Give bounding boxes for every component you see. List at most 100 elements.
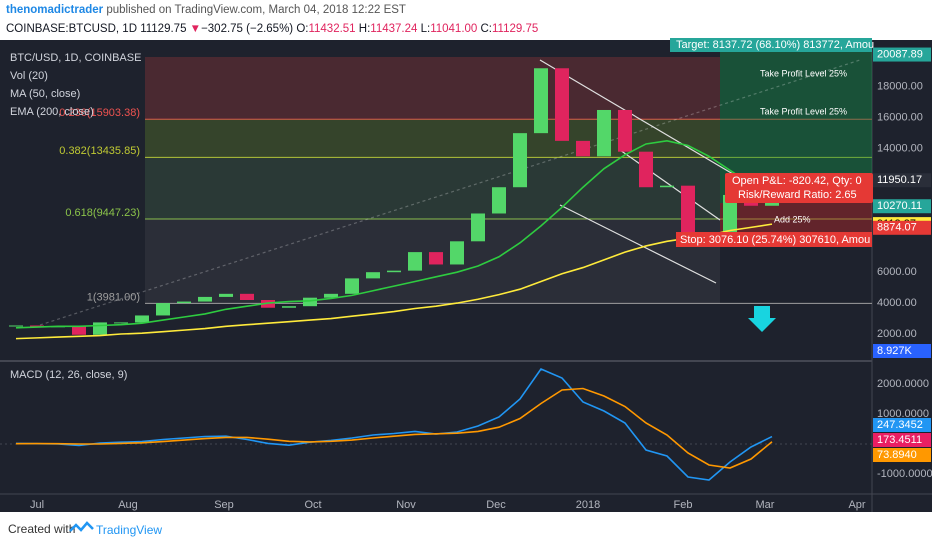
fib-band <box>145 57 720 120</box>
time-label: Oct <box>304 499 321 511</box>
candle <box>198 296 212 302</box>
legend-item: MA (50, close) <box>10 88 80 100</box>
target-label: Target: 8137.72 (68.10%) 813772, Amou <box>676 39 874 51</box>
candle <box>513 133 527 188</box>
candle <box>9 325 23 327</box>
candle <box>282 306 296 308</box>
author[interactable]: thenomadictrader <box>6 4 104 16</box>
candle <box>492 187 506 214</box>
indicator-line <box>15 387 773 469</box>
time-label: Mar <box>756 499 775 511</box>
candle <box>471 213 485 242</box>
macd-title: MACD (12, 26, close, 9) <box>10 369 127 381</box>
take-profit: Take Profit Level 25% <box>760 106 847 116</box>
candle <box>639 151 653 188</box>
candle <box>534 68 548 134</box>
candle <box>30 325 44 327</box>
candle <box>660 185 674 188</box>
candle <box>387 270 401 273</box>
fib-label: 0.618(9447.23) <box>65 207 140 219</box>
quote-part: O: <box>296 23 308 35</box>
stop-label: Stop: 3076.10 (25.74%) 307610, Amou <box>680 234 870 246</box>
candle <box>366 272 380 279</box>
add-label: Add 25% <box>774 214 811 224</box>
quote-part: 11129.75 <box>140 23 189 35</box>
quote-part: L: <box>421 23 431 35</box>
axis-label: 10270.11 <box>877 200 922 212</box>
fib-label: 0.236(15903.38) <box>59 107 140 119</box>
candle <box>303 297 317 307</box>
quote-part: −302.75 (−2.65%) <box>201 23 296 35</box>
open-pl: Open P&L: -820.42, Qty: 0 <box>732 175 862 187</box>
candle <box>114 322 128 324</box>
axis-label: 14000.00 <box>877 143 923 155</box>
candle <box>555 68 569 141</box>
chart-bg <box>0 40 932 512</box>
axis-label: 1000.0000 <box>877 408 929 420</box>
candle <box>681 185 695 237</box>
stop-box <box>676 232 872 247</box>
quote-part: H: <box>359 23 371 35</box>
time-label: Aug <box>118 499 138 511</box>
axis-label-bg <box>873 220 931 235</box>
risk-reward: Risk/Reward Ratio: 2.65 <box>738 189 857 201</box>
trendline <box>539 59 761 191</box>
candle <box>240 293 254 301</box>
pane-divider <box>0 360 872 362</box>
volume-label: 8.927K <box>877 345 913 357</box>
fib-band <box>145 157 720 219</box>
target-box <box>670 38 872 52</box>
axis-label-bg <box>873 47 931 62</box>
axis-label: 11950.17 <box>877 174 922 186</box>
trendline <box>619 149 721 221</box>
fib-label: 0.382(13435.85) <box>59 145 140 157</box>
axis-label-bg <box>873 433 931 447</box>
axis-label: 8874.07 <box>877 222 917 234</box>
time-label: Dec <box>486 499 506 511</box>
axis-label: 247.3452 <box>877 419 923 431</box>
time-label: Jul <box>30 499 44 511</box>
time-label: 2018 <box>576 499 600 511</box>
axis-label: -1000.0000 <box>877 468 932 480</box>
footer-brand[interactable]: TradingView <box>96 523 162 537</box>
candle <box>345 278 359 294</box>
axis-label-bg <box>873 418 931 432</box>
arrow-icon <box>748 306 776 332</box>
indicator-line <box>15 140 773 329</box>
take-profit: Take Profit Level 25% <box>760 68 847 78</box>
time-label: Feb <box>674 499 693 511</box>
axis-label-bg <box>873 344 931 358</box>
axis-label: 20087.89 <box>877 48 923 60</box>
fib-label: 1(3981.00) <box>87 291 140 303</box>
candle <box>324 293 338 298</box>
legend-item: Vol (20) <box>10 70 48 82</box>
fib-band <box>145 119 720 158</box>
quote-part: 11041.00 <box>430 23 480 35</box>
legend-item: BTC/USD, 1D, COINBASE <box>10 52 141 64</box>
axis-label: 73.8940 <box>877 449 917 461</box>
indicator-line <box>15 368 773 481</box>
candle <box>408 252 422 271</box>
candle <box>93 322 107 335</box>
axis-label-bg <box>873 199 931 214</box>
published: published on TradingView.com, March 04, … <box>103 4 406 16</box>
candle <box>177 301 191 304</box>
footer-created: Created with <box>8 522 75 536</box>
quote-part: COINBASE:BTCUSD, 1D <box>6 23 140 35</box>
time-label: Apr <box>848 499 865 511</box>
indicator-line <box>15 223 773 340</box>
candle <box>618 109 632 152</box>
tv-logo <box>69 521 94 532</box>
quote-part: ▼ <box>190 23 201 35</box>
candle <box>576 140 590 157</box>
quote-part: C: <box>481 23 493 35</box>
candle <box>156 303 170 316</box>
quote-part: 11432.51 <box>308 23 358 35</box>
axis-label: 2000.00 <box>877 328 917 340</box>
trendline <box>559 204 717 284</box>
quote-part: 11129.75 <box>492 23 538 35</box>
candle <box>72 326 86 335</box>
candle <box>450 241 464 265</box>
quote-part: 11437.24 <box>370 23 420 35</box>
legend-item: EMA (200, close) <box>10 106 94 118</box>
